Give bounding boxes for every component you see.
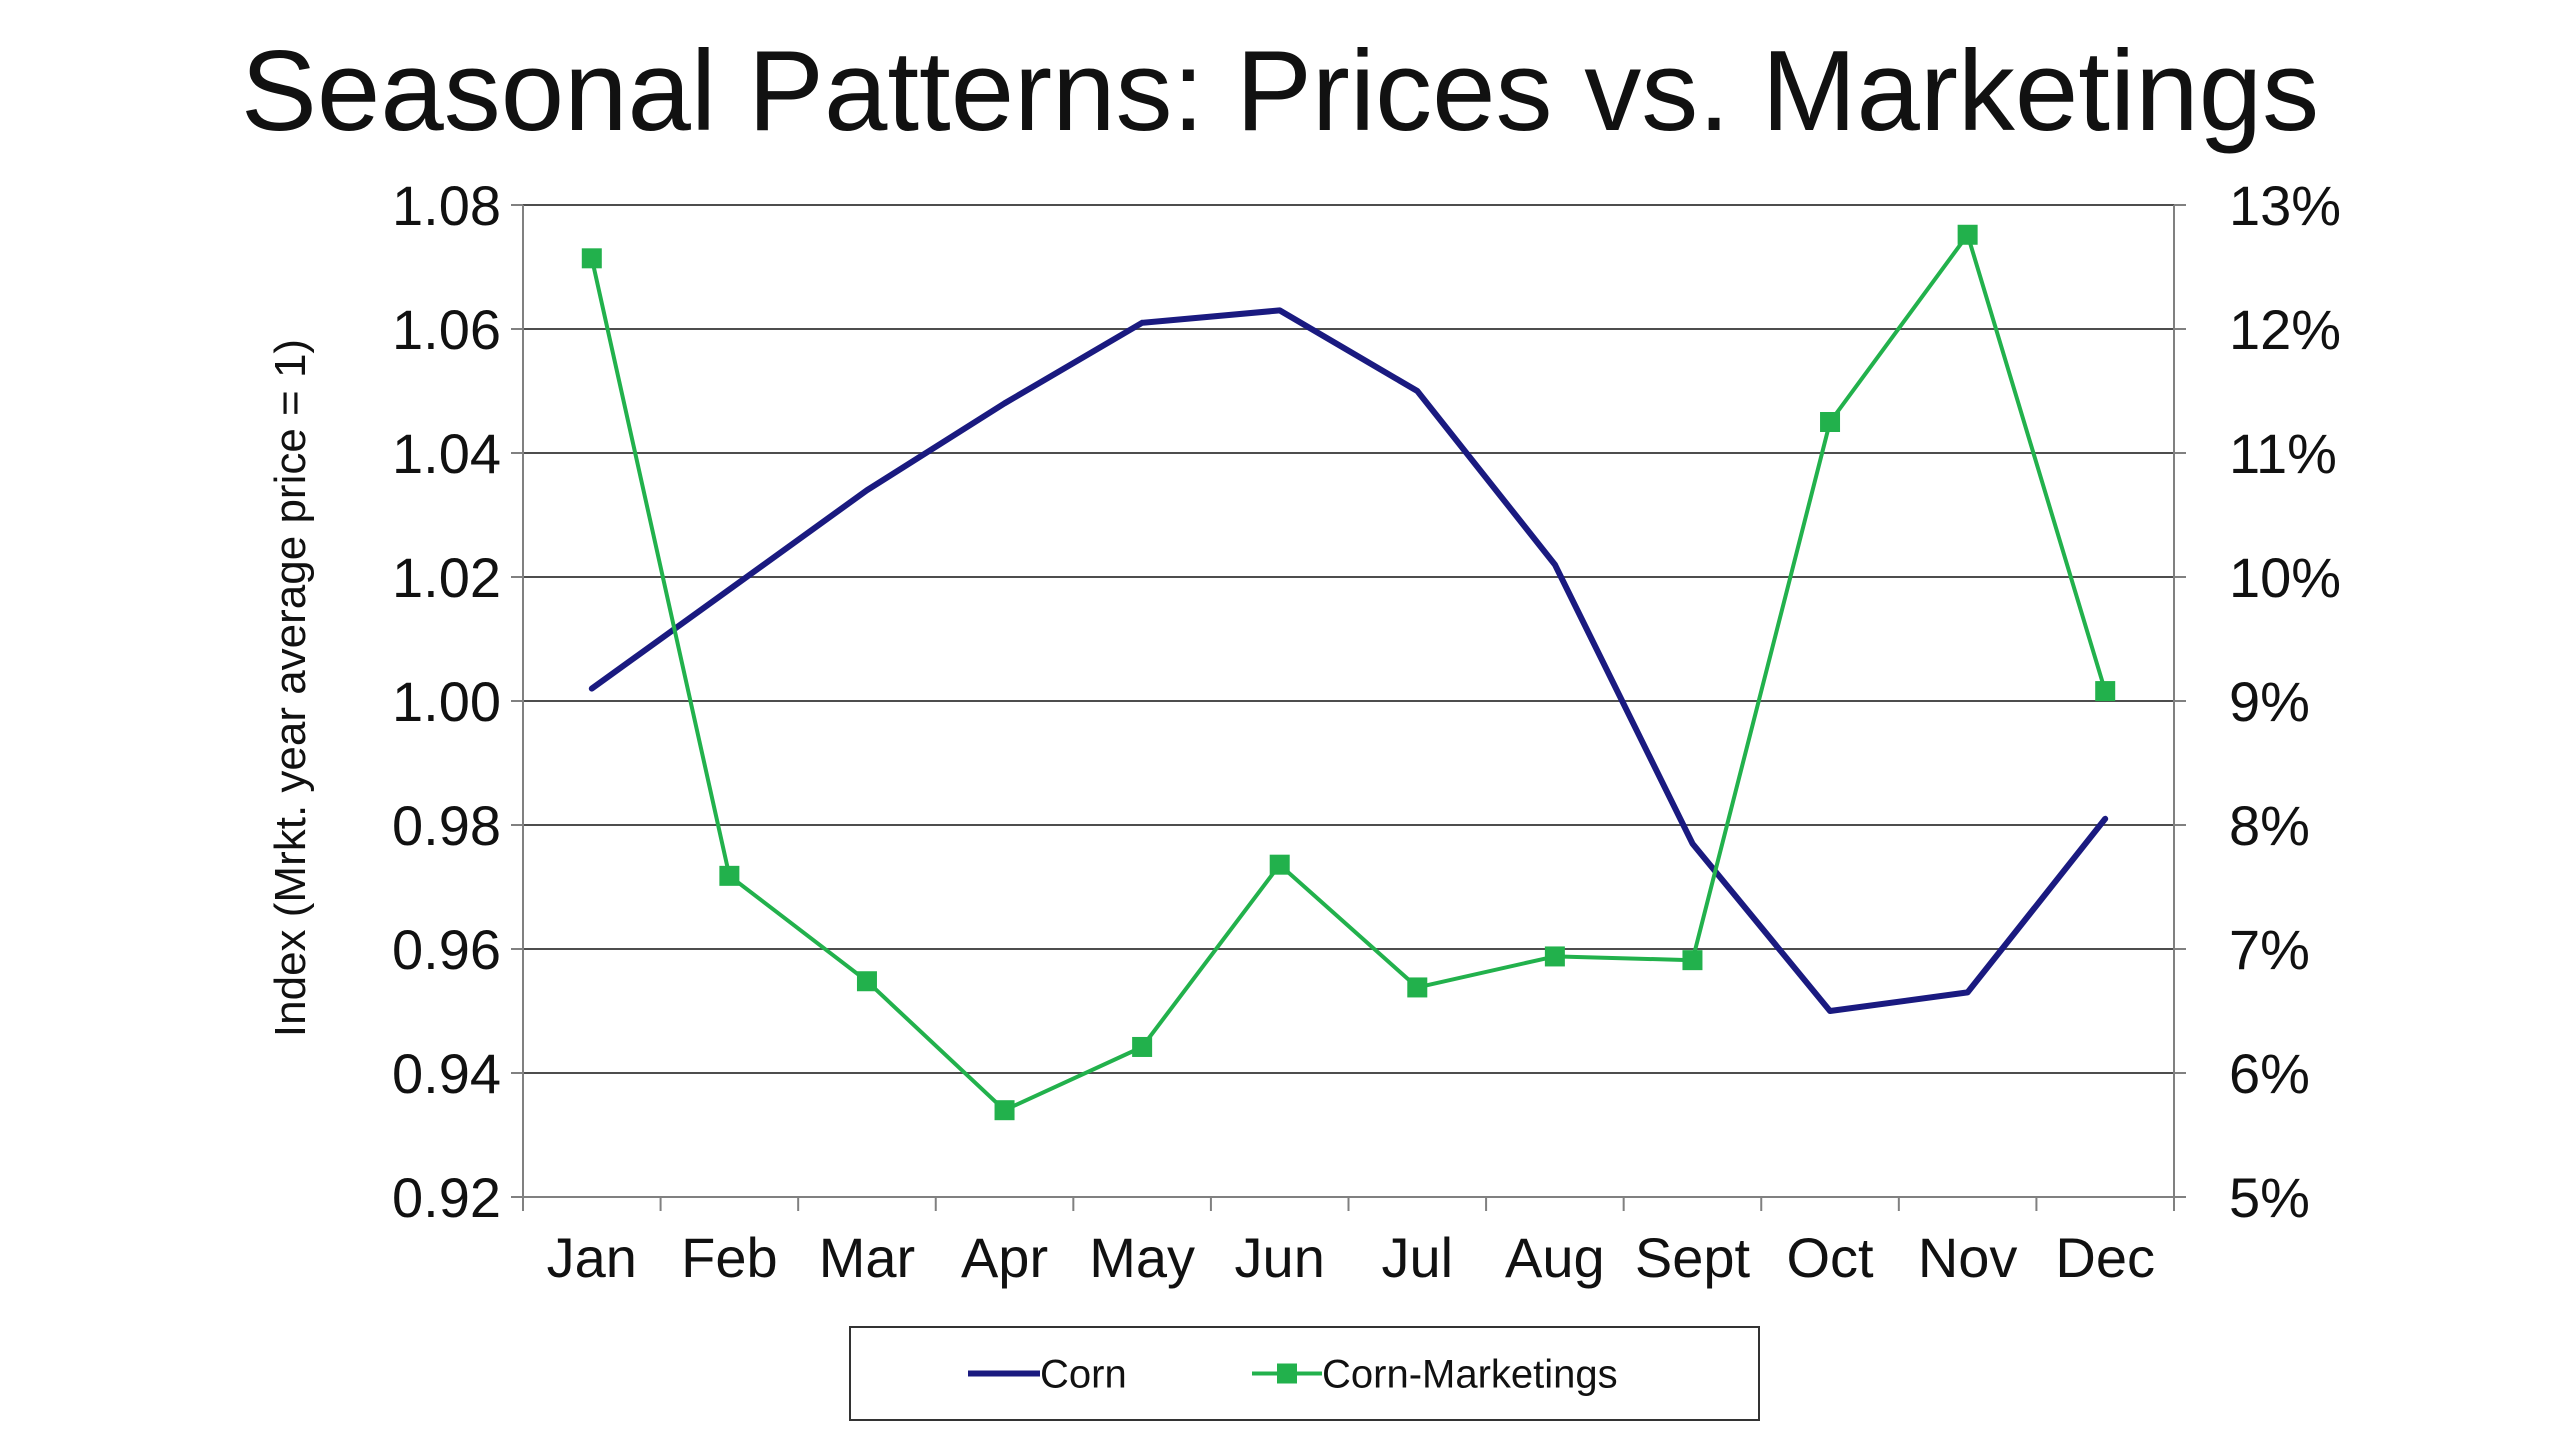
- series-marker: [2095, 681, 2116, 702]
- x-tick-label: Nov: [1918, 1226, 2018, 1289]
- series-marker: [1407, 977, 1428, 998]
- x-tick-label: Oct: [1786, 1226, 1874, 1289]
- series-marker: [1132, 1036, 1153, 1057]
- x-tick-label: Jan: [547, 1226, 637, 1289]
- series-marker: [994, 1100, 1015, 1121]
- x-tick-label: Aug: [1505, 1226, 1605, 1289]
- y2-tick-label: 13%: [2229, 174, 2341, 237]
- y2-tick-label: 9%: [2229, 670, 2310, 733]
- chart-title: Seasonal Patterns: Prices vs. Marketings: [241, 28, 2319, 155]
- grid-layer: [523, 204, 2174, 1074]
- y-tick-label: 0.96: [392, 918, 501, 981]
- legend: Corn Corn-Marketings: [849, 1326, 1760, 1421]
- x-tick-label: Sept: [1635, 1226, 1751, 1289]
- series-marker: [1544, 946, 1565, 967]
- y-tick-label: 0.94: [392, 1042, 501, 1105]
- y-tick-label: 1.04: [392, 422, 501, 485]
- series-marker: [581, 248, 602, 269]
- series-marker: [856, 971, 877, 992]
- series-marker: [719, 865, 740, 886]
- legend-entry-label: Corn-Marketings: [1322, 1353, 1618, 1397]
- series-marker: [1820, 412, 1841, 432]
- series-marker: [1269, 854, 1290, 875]
- series-layer: [581, 224, 2116, 1121]
- series-line: [589, 232, 2108, 1113]
- y2-tick-label: 11%: [2229, 422, 2337, 485]
- x-tick-label: Feb: [681, 1226, 778, 1289]
- x-tick-label: Jul: [1381, 1226, 1453, 1289]
- legend-marker: [1277, 1363, 1297, 1384]
- y-tick-label: 1.00: [392, 670, 501, 733]
- series-marker: [1957, 224, 1978, 245]
- y-tick-label: 1.02: [392, 546, 501, 609]
- x-tick-label: Apr: [961, 1226, 1048, 1289]
- y2-tick-label: 12%: [2229, 298, 2341, 361]
- y2-tick-label: 7%: [2229, 918, 2310, 981]
- y-tick-label: 0.98: [392, 794, 501, 857]
- y-tick-label: 1.06: [392, 298, 501, 361]
- series-marker: [1682, 950, 1703, 971]
- y-tick-label: 0.92: [392, 1166, 501, 1229]
- x-tick-label: May: [1089, 1226, 1195, 1289]
- y2-tick-label: 10%: [2229, 546, 2341, 609]
- axis-layer: 0.92 5% 0.94 6% 0.96 7% 0.98 8% 1.00 9% 1.02 10% 1.0…: [392, 174, 2341, 1289]
- x-tick-label: Mar: [819, 1226, 915, 1289]
- y-axis-label: Index (Mrkt. year average price = 1): [266, 339, 315, 1037]
- series-line: [588, 307, 2109, 1014]
- legend-entry-label: Corn: [1040, 1353, 1127, 1397]
- x-tick-label: Dec: [2055, 1226, 2155, 1289]
- y2-tick-label: 5%: [2229, 1166, 2310, 1229]
- x-tick-label: Jun: [1235, 1226, 1325, 1289]
- y2-tick-label: 6%: [2229, 1042, 2310, 1105]
- y-tick-label: 1.08: [392, 174, 501, 237]
- y2-tick-label: 8%: [2229, 794, 2310, 857]
